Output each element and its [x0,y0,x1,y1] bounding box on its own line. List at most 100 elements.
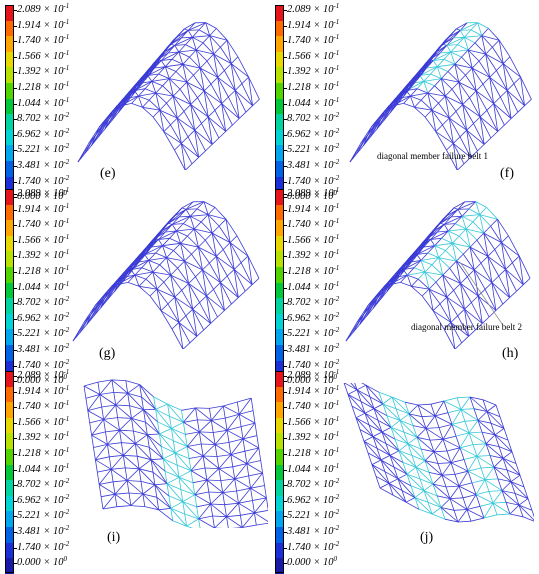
mesh-member [436,132,454,144]
mesh-member [462,215,480,217]
mesh-member [125,468,127,481]
mesh-member [191,98,198,105]
mesh-member [111,469,113,482]
mesh-member [452,82,459,89]
mesh-member [468,50,472,68]
mesh-member [392,397,405,402]
mesh-member [245,451,247,463]
mesh-member [223,406,225,418]
legend-label: 1.218 × 10-1 [287,446,339,461]
mesh-member [220,276,227,283]
legend-label: 1.044 × 10-1 [17,96,69,111]
mesh-member [195,130,213,144]
mesh-member [211,493,223,504]
mesh-member [115,481,127,495]
mesh-member [431,67,438,74]
legend-label: 1.044 × 10-1 [287,462,339,477]
mesh-member [164,275,171,282]
mesh-member [86,398,88,410]
mesh-member [495,243,502,250]
mesh-member [237,491,239,503]
mesh-member [84,386,86,398]
legend-label: 5.221 × 10-2 [287,508,339,523]
mesh-member [455,343,462,349]
mesh-member [235,90,252,105]
mesh-member [483,400,496,405]
mesh-member [502,243,520,257]
mesh-member [203,270,221,283]
mesh-member [434,451,447,452]
mesh-member [507,90,524,105]
mesh-member [519,499,528,506]
mesh-member [436,132,447,150]
mesh-member [470,91,477,98]
mesh-member [510,291,517,297]
mesh-member [197,330,204,336]
panel-caption: (g) [99,346,115,362]
panel-caption: (j) [420,530,433,546]
mesh-member [209,408,211,420]
legend-label: 1.740 × 10-1 [17,217,69,232]
mesh-member [447,143,454,150]
mesh-member [199,519,215,528]
legend-label: 1.740 × 10-1 [17,399,69,414]
mesh-member [478,144,485,151]
mesh-member [175,447,187,453]
legend-label: 5.221 × 10-2 [287,142,339,157]
mesh-member [193,309,211,323]
mesh-member [481,256,488,263]
panel-caption: (h) [502,346,518,362]
mesh-member [203,456,219,469]
mesh-member [422,289,429,296]
mesh-member [167,258,171,276]
mesh-member [227,515,241,516]
mesh-member [452,236,459,243]
mesh-member [223,402,237,406]
mesh-member [466,222,473,229]
mesh-member [204,84,211,91]
mesh-member [151,460,167,484]
mesh-member [444,52,451,59]
mesh-member [471,296,478,303]
mesh-member [215,445,217,457]
mesh-member [407,467,416,474]
mesh-member [480,110,487,117]
mesh-member [515,493,528,498]
legend-label: 1.740 × 10-1 [287,399,339,414]
mesh-member [116,405,130,406]
mesh-member [156,404,168,409]
mesh-member [408,437,417,444]
mesh-member [80,314,91,332]
mesh-member [131,494,143,506]
mesh-member [153,110,160,117]
mesh-member [372,465,389,484]
mesh-member [416,461,425,468]
mesh-member [154,397,168,404]
mesh-member [500,90,507,97]
legend-label: 1.392 × 10-1 [17,430,69,445]
mesh-member [444,224,448,231]
legend-label: 1.914 × 10-1 [287,384,339,399]
mesh-member [348,390,357,395]
mesh-member [192,157,199,164]
mesh-member [222,97,229,104]
mesh-member [221,481,223,493]
mesh-member [163,453,175,459]
mesh-member [246,106,253,113]
mesh-member [405,402,418,405]
mesh-member [223,493,239,504]
mesh-member [181,236,188,243]
mesh-member [115,494,131,505]
mesh-member [441,79,445,97]
mesh-member [474,270,492,283]
mesh-member [493,491,502,504]
mesh-member [164,125,171,132]
legend-label: 6.962 × 10-2 [17,127,69,142]
mesh-member [186,209,190,216]
mesh-member [252,278,259,284]
mesh-member [190,50,197,57]
mesh-member [233,467,235,479]
mesh-member [100,395,102,408]
